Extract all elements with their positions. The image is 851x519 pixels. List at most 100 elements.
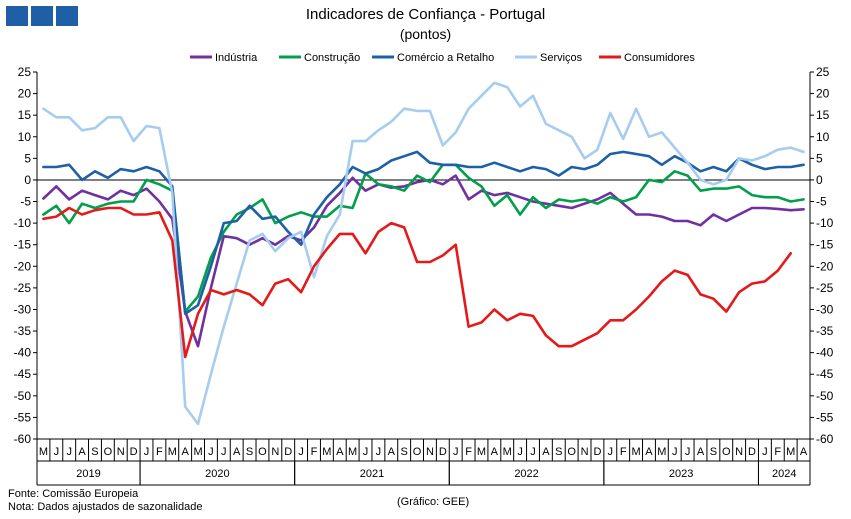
y-tick-label-right: -30 — [816, 302, 834, 316]
y-tick-label-right: -20 — [816, 259, 834, 273]
y-tick-label-left: 25 — [18, 65, 32, 79]
year-label: 2023 — [669, 468, 693, 480]
month-label: A — [800, 446, 808, 458]
y-tick-label-left: -30 — [14, 302, 32, 316]
month-label: F — [156, 446, 163, 458]
month-label: A — [645, 446, 653, 458]
month-label: O — [104, 446, 113, 458]
month-label: S — [710, 446, 717, 458]
month-label: A — [542, 446, 550, 458]
y-tick-label-right: 10 — [816, 130, 830, 144]
month-label: S — [401, 446, 408, 458]
year-label: 2020 — [205, 468, 229, 480]
month-label: J — [530, 446, 536, 458]
month-label: A — [181, 446, 189, 458]
month-label: J — [208, 446, 214, 458]
month-label: F — [465, 446, 472, 458]
legend-label: Serviços — [540, 52, 583, 64]
month-label: M — [631, 446, 640, 458]
month-label: J — [298, 446, 304, 458]
month-label: D — [748, 446, 756, 458]
y-tick-label-right: -15 — [816, 238, 834, 252]
month-label: F — [774, 446, 781, 458]
month-label: S — [555, 446, 562, 458]
month-label: O — [722, 446, 731, 458]
month-label: J — [376, 446, 382, 458]
month-label: N — [426, 446, 434, 458]
month-label: N — [735, 446, 743, 458]
gee-logo — [6, 6, 78, 26]
y-tick-label-left: -35 — [14, 324, 32, 338]
month-label: J — [66, 446, 72, 458]
y-tick-label-left: -55 — [14, 410, 32, 424]
month-label: A — [78, 446, 86, 458]
month-label: J — [144, 446, 150, 458]
month-label: O — [413, 446, 422, 458]
y-tick-label-left: -45 — [14, 367, 32, 381]
y-tick-label-left: -50 — [14, 389, 32, 403]
y-tick-label-right: 25 — [816, 65, 830, 79]
y-tick-label-right: -40 — [816, 346, 834, 360]
y-tick-label-right: -25 — [816, 281, 834, 295]
month-label: J — [517, 446, 523, 458]
year-label: 2019 — [76, 468, 100, 480]
month-label: M — [477, 446, 486, 458]
series-lines — [42, 81, 805, 426]
month-label: S — [246, 446, 253, 458]
legend-label: Consumidores — [624, 52, 695, 64]
y-tick-label-left: -20 — [14, 259, 32, 273]
y-tick-label-left: 10 — [18, 130, 32, 144]
month-label: M — [348, 446, 357, 458]
year-label: 2021 — [360, 468, 384, 480]
month-label: A — [233, 446, 241, 458]
month-label: J — [363, 446, 369, 458]
y-tick-label-left: -10 — [14, 216, 32, 230]
chart-subtitle: (pontos) — [399, 26, 452, 42]
y-tick-label-left: 15 — [18, 108, 32, 122]
y-tick-label-left: -60 — [14, 432, 32, 446]
month-label: S — [91, 446, 98, 458]
y-tick-label-right: 15 — [816, 108, 830, 122]
month-label: M — [503, 446, 512, 458]
logo-square — [31, 6, 53, 26]
y-tick-label-right: -45 — [816, 367, 834, 381]
month-label: A — [336, 446, 344, 458]
y-tick-label-right: -10 — [816, 216, 834, 230]
y-tick-label-left: -25 — [14, 281, 32, 295]
month-label: J — [685, 446, 691, 458]
month-label: F — [311, 446, 318, 458]
y-tick-label-right: -5 — [816, 195, 827, 209]
month-label: D — [130, 446, 138, 458]
month-label: F — [620, 446, 627, 458]
month-label: J — [608, 446, 614, 458]
y-tick-label-left: -40 — [14, 346, 32, 360]
y-tick-label-left: -15 — [14, 238, 32, 252]
legend-label: Construção — [304, 52, 360, 64]
month-label: N — [271, 446, 279, 458]
year-label: 2024 — [772, 468, 796, 480]
month-label: J — [672, 446, 678, 458]
month-label: M — [322, 446, 331, 458]
footnote: Nota: Dados ajustados de sazonalidade — [8, 501, 203, 513]
y-tick-label-right: -60 — [816, 432, 834, 446]
series-line — [42, 174, 805, 348]
y-tick-label-right: 20 — [816, 87, 830, 101]
month-label: O — [258, 446, 267, 458]
logo-square — [6, 6, 28, 26]
source-note: Fonte: Comissão Europeia — [8, 488, 139, 500]
y-tick-label-left: 0 — [24, 173, 31, 187]
series-line — [42, 81, 805, 426]
y-tick-label-right: 5 — [816, 151, 823, 165]
month-label: M — [193, 446, 202, 458]
month-label: M — [786, 446, 795, 458]
month-label: D — [284, 446, 292, 458]
y-tick-label-right: 0 — [816, 173, 823, 187]
month-label: J — [762, 446, 768, 458]
month-label: J — [453, 446, 459, 458]
month-label: O — [567, 446, 576, 458]
y-tick-label-right: -35 — [816, 324, 834, 338]
series-line — [42, 206, 793, 359]
month-label: J — [221, 446, 227, 458]
